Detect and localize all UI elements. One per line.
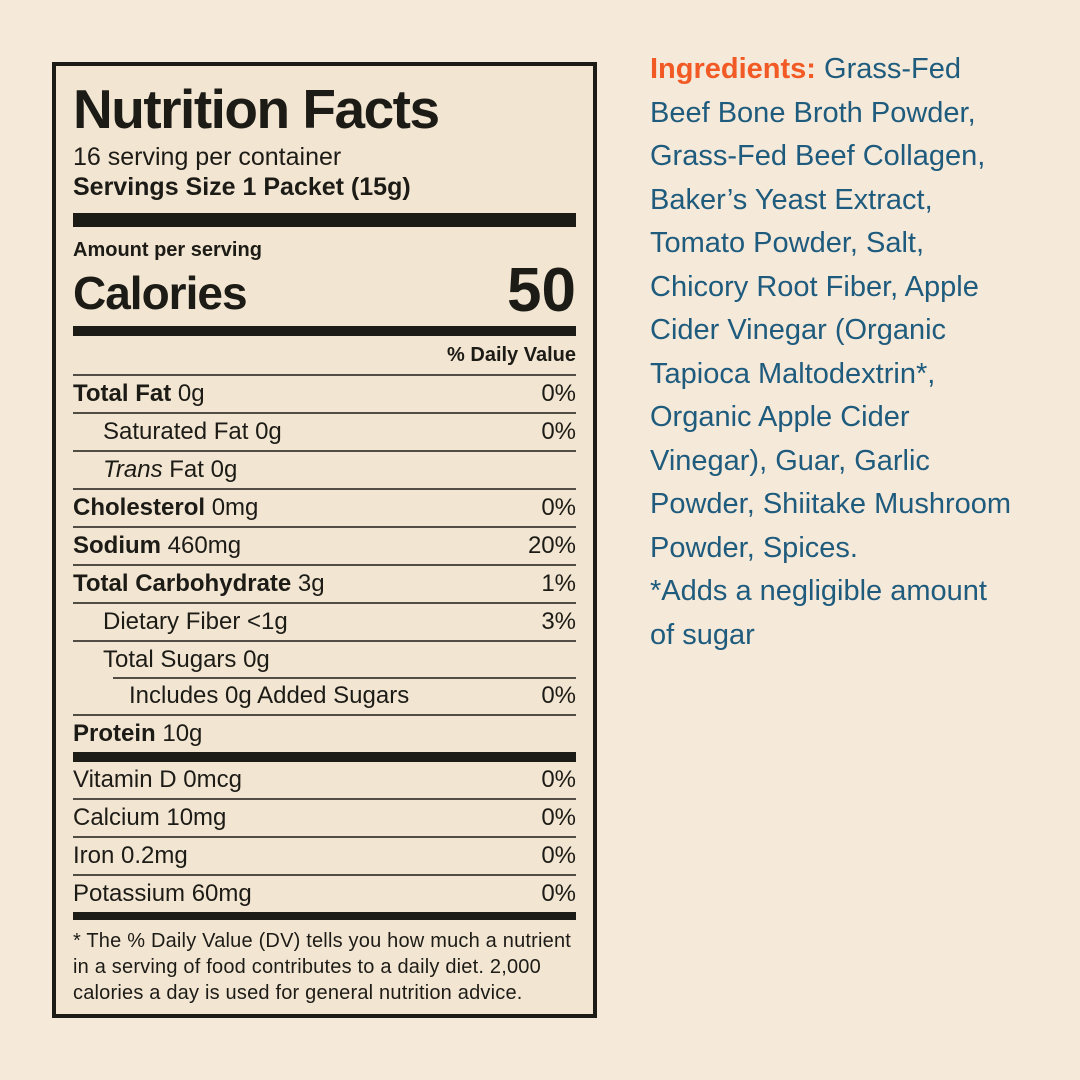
- nutrient-row: Iron 0.2mg 0%: [73, 836, 576, 874]
- nutrient-name: Saturated Fat 0g: [73, 418, 282, 446]
- nutrient-row: Total Carbohydrate 3g 1%: [73, 564, 576, 602]
- nutrient-row: Total Fat 0g 0%: [73, 376, 576, 412]
- nutrient-daily-value: 0%: [541, 804, 576, 831]
- nutrient-row: Sodium 460mg 20%: [73, 526, 576, 564]
- ingredients-lines: Beef Bone Broth Powder, Grass-Fed Beef C…: [650, 92, 1012, 658]
- nutrient-row: Dietary Fiber <1g 3%: [73, 602, 576, 640]
- nutrient-row: Potassium 60mg 0%: [73, 874, 576, 912]
- nutrient-name-rest: Includes 0g Added Sugars: [129, 682, 410, 709]
- nutrient-name-rest: Saturated Fat 0g: [103, 418, 282, 445]
- nutrient-daily-value: 0%: [541, 494, 576, 521]
- nutrient-name-rest: 0mg: [205, 494, 259, 521]
- nutrient-daily-value: 0%: [541, 842, 576, 869]
- ingredients-first-line-text: Grass-Fed: [824, 53, 962, 85]
- nutrient-name-rest: Total Sugars 0g: [103, 646, 270, 673]
- nutrient-daily-value: 0%: [541, 380, 576, 407]
- nutrition-facts-title: Nutrition Facts: [73, 78, 440, 140]
- amount-per-serving-label: Amount per serving: [73, 239, 262, 261]
- nutrient-daily-value: 3%: [541, 608, 576, 635]
- nutrient-name-bold: Total Fat: [73, 380, 172, 407]
- ingredient-line: Organic Apple Cider: [650, 401, 910, 433]
- nutrient-name: Total Sugars 0g: [73, 646, 270, 674]
- servings-per-container: 16 serving per container: [73, 143, 342, 171]
- nutrient-name-rest: Vitamin D 0mcg: [73, 766, 242, 793]
- nutrient-name: Cholesterol 0mg: [73, 494, 258, 522]
- nutrient-name-rest: Dietary Fiber <1g: [103, 608, 288, 635]
- nutrient-name-bold: Total Carbohydrate: [73, 570, 292, 597]
- nutrient-name: Potassium 60mg: [73, 880, 252, 908]
- divider-bar-medium: [73, 752, 576, 762]
- nutrient-rows: Total Fat 0g 0% Saturated Fat 0g 0% Tran…: [73, 376, 576, 752]
- nutrient-name: Dietary Fiber <1g: [73, 608, 288, 636]
- ingredient-line: of sugar: [650, 618, 755, 651]
- nutrient-name-bold: Protein: [73, 720, 156, 747]
- nutrient-name-rest: Fat 0g: [162, 456, 238, 483]
- nutrient-row: Vitamin D 0mcg 0%: [73, 762, 576, 798]
- nutrient-name: Total Carbohydrate 3g: [73, 570, 325, 598]
- ingredient-line: Tomato Powder, Salt,: [650, 227, 925, 259]
- nutrient-name-rest: 3g: [291, 570, 325, 597]
- nutrient-daily-value: 0%: [541, 766, 576, 793]
- nutrient-name-rest: 10g: [155, 720, 203, 747]
- nutrient-daily-value: 0%: [541, 682, 576, 709]
- nutrient-row: Calcium 10mg 0%: [73, 798, 576, 836]
- daily-value-footnote: * The % Daily Value (DV) tells you how m…: [73, 930, 572, 1004]
- nutrient-name: Vitamin D 0mcg: [73, 766, 242, 794]
- nutrient-name: Sodium 460mg: [73, 532, 241, 560]
- nutrient-name: Iron 0.2mg: [73, 842, 188, 870]
- ingredients-section: Ingredients: Grass-Fed Beef Bone Broth P…: [650, 48, 1012, 658]
- ingredient-line: *Adds a negligible amount: [650, 575, 987, 607]
- ingredient-line: Baker’s Yeast Extract,: [650, 183, 933, 216]
- ingredient-line: Beef Bone Broth Powder,: [650, 96, 976, 129]
- micronutrient-rows: Vitamin D 0mcg 0% Calcium 10mg 0% Iron 0…: [73, 762, 576, 912]
- ingredient-line: Cider Vinegar (Organic: [650, 314, 947, 346]
- serving-size: Servings Size 1 Packet (15g): [73, 173, 411, 201]
- nutrient-name: Protein 10g: [73, 720, 202, 748]
- ingredient-line: Powder, Spices.: [650, 531, 858, 564]
- ingredients-first-line: Ingredients: Grass-Fed: [650, 48, 1010, 92]
- nutrient-name: Calcium 10mg: [73, 804, 226, 832]
- ingredient-line: Vinegar), Guar, Garlic: [650, 444, 930, 477]
- ingredients-label: Ingredients:: [650, 53, 816, 85]
- ingredient-line: Powder, Shiitake Mushroom: [650, 488, 1012, 520]
- nutrient-name-italic: Trans: [103, 456, 163, 483]
- nutrient-row: Saturated Fat 0g 0%: [73, 412, 576, 450]
- nutrient-daily-value: 0%: [541, 880, 576, 907]
- nutrient-name: Trans Fat 0g: [73, 456, 237, 484]
- nutrient-daily-value: 1%: [541, 570, 576, 597]
- nutrient-name-rest: Calcium 10mg: [73, 804, 227, 831]
- nutrient-row: Trans Fat 0g: [73, 450, 576, 488]
- nutrient-row: Includes 0g Added Sugars 0%: [73, 677, 576, 714]
- calories-label: Calories: [73, 267, 248, 319]
- divider-bar-medium: [73, 326, 576, 336]
- ingredient-line: Tapioca Maltodextrin*,: [650, 357, 936, 390]
- nutrient-name-bold: Cholesterol: [73, 494, 206, 521]
- divider-bar-thin: [73, 912, 576, 920]
- divider-bar-thick: [73, 213, 576, 227]
- nutrient-name: Includes 0g Added Sugars: [73, 682, 409, 710]
- nutrient-daily-value: 0%: [541, 418, 576, 445]
- nutrient-row: Protein 10g: [73, 714, 576, 752]
- ingredient-line: Grass-Fed Beef Collagen,: [650, 140, 986, 172]
- calories-row: Calories 50: [73, 256, 576, 325]
- nutrient-row: Cholesterol 0mg 0%: [73, 488, 576, 526]
- daily-value-header: % Daily Value: [73, 336, 576, 376]
- nutrient-name-rest: Iron 0.2mg: [73, 842, 188, 869]
- nutrient-daily-value: 20%: [527, 532, 576, 559]
- nutrient-name: Total Fat 0g: [73, 380, 205, 408]
- calories-value: 50: [507, 256, 576, 325]
- nutrient-name-rest: Potassium 60mg: [73, 880, 252, 907]
- ingredient-line: Chicory Root Fiber, Apple: [650, 270, 979, 303]
- nutrient-name-rest: 0g: [171, 380, 205, 407]
- nutrition-facts-label: Nutrition Facts 16 serving per container…: [52, 62, 597, 1018]
- nutrient-name-bold: Sodium: [73, 532, 161, 559]
- nutrient-name-rest: 460mg: [161, 532, 242, 559]
- nutrient-row: Total Sugars 0g: [73, 640, 576, 678]
